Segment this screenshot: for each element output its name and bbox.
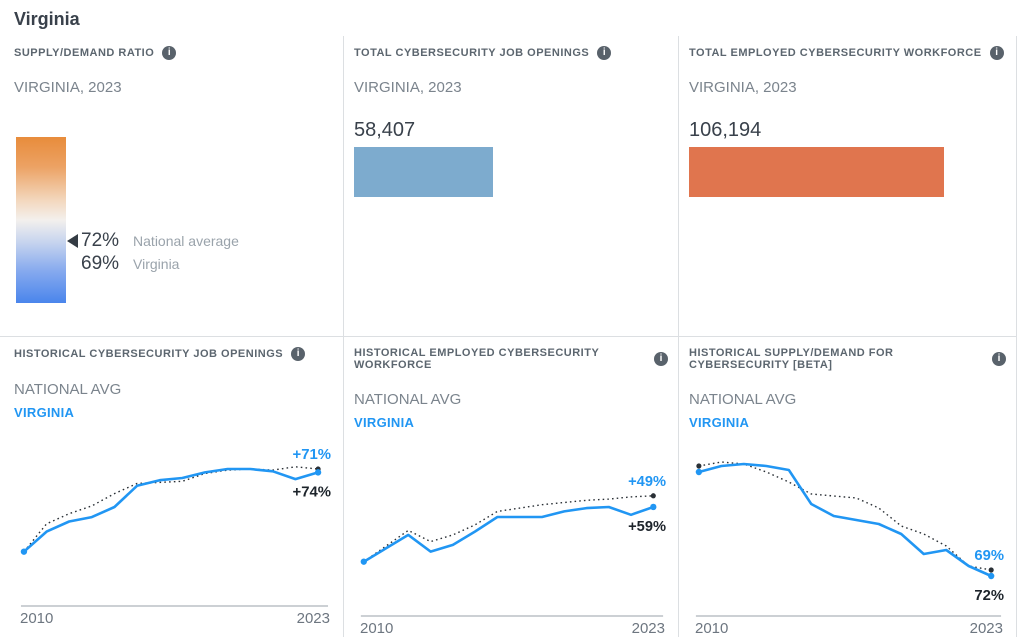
state-label: Virginia — [133, 256, 180, 272]
historical-job-openings-chart: +71% +74% — [20, 446, 332, 607]
x-axis-labels: 2010 2023 — [14, 610, 333, 627]
panel-header: TOTAL CYBERSECURITY JOB OPENINGS i — [354, 46, 668, 60]
panel-header: SUPPLY/DEMAND RATIO i — [14, 46, 333, 60]
legend-virginia: VIRGINIA — [689, 415, 750, 430]
info-icon[interactable]: i — [597, 46, 612, 60]
gauge-marker: 72% National average 69% Virginia — [67, 230, 239, 275]
x-axis-first-tick: 2010 — [695, 620, 729, 637]
legend-national-avg: NATIONAL AVG — [354, 391, 462, 408]
national-average-value: 72% — [81, 230, 120, 251]
x-axis-first-tick: 2010 — [360, 620, 394, 637]
dashboard-grid: SUPPLY/DEMAND RATIO i VIRGINIA, 2023 72%… — [0, 36, 1024, 637]
panel-title: SUPPLY/DEMAND RATIO — [14, 47, 155, 59]
workforce-value: 106,194 — [689, 119, 762, 141]
supply-demand-gauge: 72% National average 69% Virginia — [14, 137, 333, 309]
svg-text:+74%: +74% — [293, 483, 332, 500]
panel-historical-supply-demand: HISTORICAL SUPPLY/DEMAND FOR CYBERSECURI… — [678, 336, 1017, 637]
supply-demand-gradient-bar — [16, 137, 66, 303]
panel-subtitle: VIRGINIA, 2023 — [14, 79, 122, 96]
panel-title: HISTORICAL CYBERSECURITY JOB OPENINGS — [14, 348, 284, 360]
historical-workforce-chart: +49% +59% — [360, 474, 666, 617]
panel-header: HISTORICAL SUPPLY/DEMAND FOR CYBERSECURI… — [689, 347, 1006, 371]
state-value: 69% — [81, 253, 120, 274]
legend-virginia: VIRGINIA — [14, 405, 75, 420]
historical-supply-demand-chart: 69% 72% — [695, 461, 1004, 617]
national-average-label: National average — [133, 233, 239, 249]
info-icon[interactable]: i — [989, 46, 1004, 60]
panel-supply-demand-ratio: SUPPLY/DEMAND RATIO i VIRGINIA, 2023 72%… — [0, 36, 343, 336]
x-axis-labels: 2010 2023 — [689, 620, 1006, 637]
panel-title: TOTAL CYBERSECURITY JOB OPENINGS — [354, 47, 590, 59]
svg-text:69%: 69% — [974, 548, 1004, 564]
x-axis-last-tick: 2023 — [631, 620, 665, 637]
job-openings-bar — [354, 147, 493, 197]
panel-historical-job-openings: HISTORICAL CYBERSECURITY JOB OPENINGS i … — [0, 336, 343, 637]
svg-text:+59%: +59% — [628, 519, 666, 535]
x-axis-labels: 2010 2023 — [354, 620, 668, 637]
panel-total-job-openings: TOTAL CYBERSECURITY JOB OPENINGS i VIRGI… — [343, 36, 678, 336]
panel-header: HISTORICAL CYBERSECURITY JOB OPENINGS i — [14, 347, 333, 361]
panel-total-workforce: TOTAL EMPLOYED CYBERSECURITY WORKFORCE i… — [678, 36, 1017, 336]
page-title: Virginia — [14, 9, 80, 29]
info-icon[interactable]: i — [291, 347, 306, 361]
svg-text:+71%: +71% — [293, 446, 332, 463]
legend-virginia: VIRGINIA — [354, 415, 415, 430]
panel-title: TOTAL EMPLOYED CYBERSECURITY WORKFORCE — [689, 47, 982, 59]
panel-title: HISTORICAL SUPPLY/DEMAND FOR CYBERSECURI… — [689, 347, 894, 371]
panel-title: HISTORICAL EMPLOYED CYBERSECURITY WORKFO… — [354, 347, 600, 371]
info-icon[interactable]: i — [992, 352, 1006, 366]
x-axis-last-tick: 2023 — [969, 620, 1003, 637]
info-icon[interactable]: i — [162, 46, 177, 60]
panel-historical-workforce: HISTORICAL EMPLOYED CYBERSECURITY WORKFO… — [343, 336, 678, 637]
job-openings-value: 58,407 — [354, 119, 416, 141]
svg-text:+49%: +49% — [628, 474, 666, 490]
workforce-bar — [689, 147, 945, 197]
marker-triangle-icon — [67, 234, 78, 248]
state-value-row: 69% Virginia — [80, 253, 239, 275]
svg-text:72%: 72% — [974, 588, 1004, 604]
legend-national-avg: NATIONAL AVG — [689, 391, 797, 408]
x-axis-last-tick: 2023 — [296, 610, 330, 627]
panel-header: HISTORICAL EMPLOYED CYBERSECURITY WORKFO… — [354, 347, 668, 371]
panel-header: TOTAL EMPLOYED CYBERSECURITY WORKFORCE i — [689, 46, 1006, 60]
panel-subtitle: VIRGINIA, 2023 — [689, 79, 797, 96]
info-icon[interactable]: i — [654, 352, 668, 366]
legend-national-avg: NATIONAL AVG — [14, 381, 122, 398]
national-average-row: 72% National average — [67, 230, 239, 252]
panel-subtitle: VIRGINIA, 2023 — [354, 79, 462, 96]
x-axis-first-tick: 2010 — [20, 610, 54, 627]
